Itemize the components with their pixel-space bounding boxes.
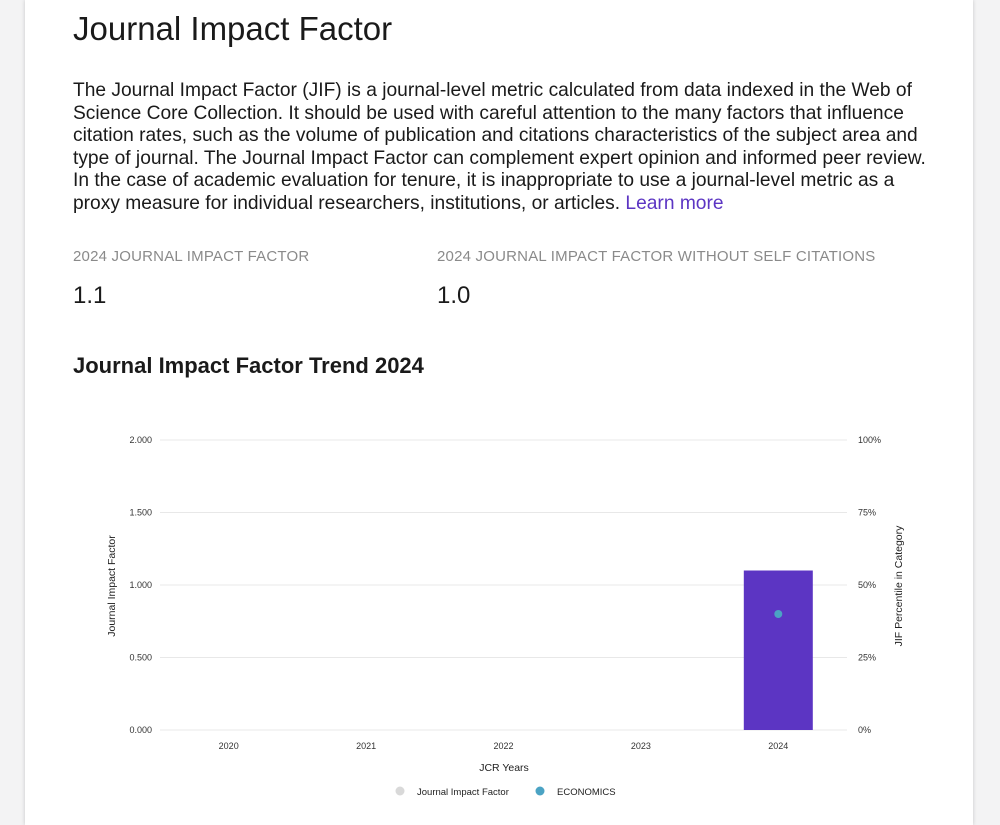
jif-value: 1.1 <box>73 282 107 309</box>
y-tick-label: 0.000 <box>129 725 152 735</box>
x-tick-label: 2022 <box>493 741 513 751</box>
x-tick-label: 2021 <box>356 741 376 751</box>
x-tick-label: 2024 <box>768 741 788 751</box>
y2-tick-label: 75% <box>858 508 876 518</box>
description-text: The Journal Impact Factor (JIF) is a jou… <box>73 80 926 214</box>
y-tick-label: 1.000 <box>129 580 152 590</box>
jif-without-self-citations-label: 2024 JOURNAL IMPACT FACTOR WITHOUT SELF … <box>437 248 876 265</box>
bar-jif-2024 <box>743 570 813 730</box>
point-percentile-2024 <box>774 610 783 618</box>
x-axis-title: JCR Years <box>479 762 529 774</box>
jif-description: The Journal Impact Factor (JIF) is a jou… <box>73 80 933 215</box>
y2-tick-label: 50% <box>858 580 876 590</box>
x-tick-label: 2023 <box>631 741 651 751</box>
jif-without-self-citations-value: 1.0 <box>437 282 471 309</box>
y2-axis-title: JIF Percentile in Category <box>893 525 905 647</box>
y-tick-label: 1.500 <box>129 508 152 518</box>
legend-jif-label: Journal Impact Factor <box>417 787 509 798</box>
y2-tick-label: 25% <box>858 653 876 663</box>
y2-tick-label: 0% <box>858 725 871 735</box>
y2-tick-label: 100% <box>858 435 881 445</box>
chart-title: Journal Impact Factor Trend 2024 <box>73 353 424 378</box>
legend-economics-label: ECONOMICS <box>557 787 616 798</box>
y-axis-title: Journal Impact Factor <box>106 535 118 637</box>
y-tick-label: 2.000 <box>129 435 152 445</box>
x-tick-label: 2020 <box>219 741 239 751</box>
y-tick-label: 0.500 <box>129 653 152 663</box>
legend-jif-marker <box>395 786 405 796</box>
learn-more-link[interactable]: Learn more <box>625 192 724 214</box>
legend-economics-marker <box>535 786 545 796</box>
page-title: Journal Impact Factor <box>73 10 393 47</box>
jif-card <box>25 0 973 825</box>
jif-label: 2024 JOURNAL IMPACT FACTOR <box>73 248 310 265</box>
